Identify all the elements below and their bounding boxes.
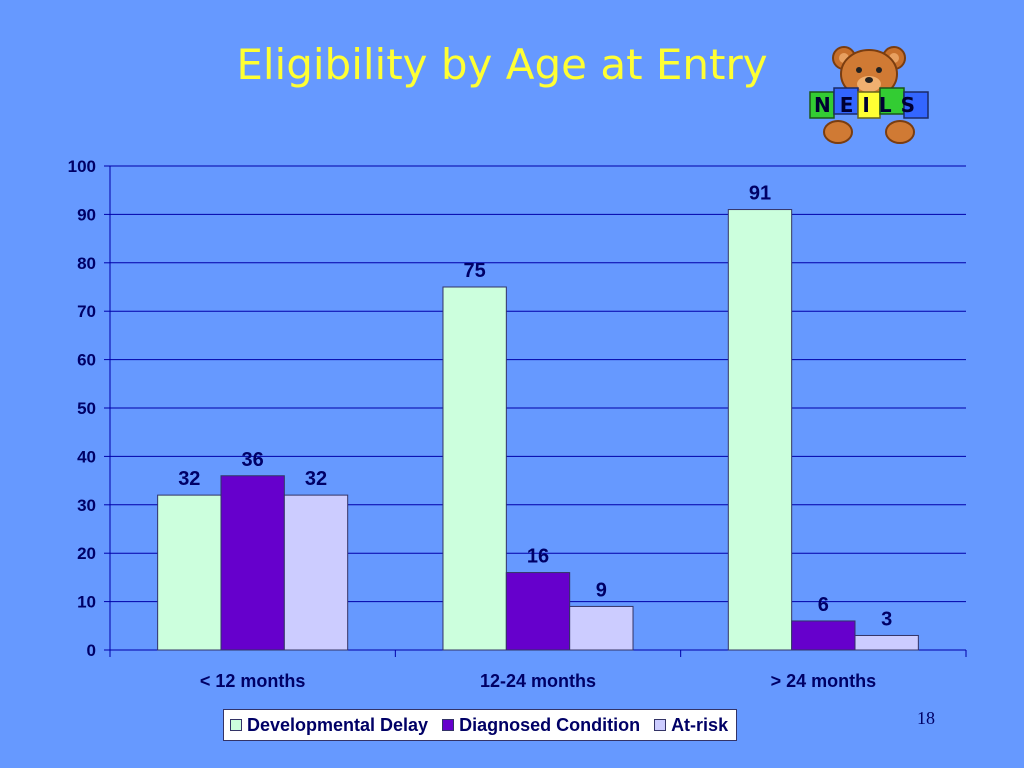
data-label: 32 xyxy=(178,468,200,490)
legend-label: At-risk xyxy=(671,714,729,735)
data-label: 36 xyxy=(242,449,264,471)
chart-legend: Developmental Delay Diagnosed Condition At… xyxy=(223,709,738,741)
legend-label: Diagnosed Condition xyxy=(459,714,641,735)
y-tick-label: 70 xyxy=(77,302,96,321)
page-number: 18 xyxy=(917,708,935,728)
bar-at-risk xyxy=(283,494,349,651)
data-labels: 32 36 32 75 16 9 91 6 3 xyxy=(178,183,892,631)
x-tick-label: > 24 months xyxy=(771,671,877,691)
legend-item: Developmental Delay xyxy=(230,715,428,736)
data-label: 75 xyxy=(464,260,486,282)
y-tick-label: 10 xyxy=(77,593,96,612)
teddy-bear-icon xyxy=(823,46,915,144)
bars xyxy=(157,209,919,651)
data-label: 6 xyxy=(818,594,829,616)
x-tick-label: 12-24 months xyxy=(480,671,596,691)
data-label: 3 xyxy=(881,608,892,630)
letter-blocks: NEILS xyxy=(809,87,929,119)
y-tick-label: 40 xyxy=(77,447,96,466)
bar-developmental-delay xyxy=(727,209,793,651)
data-label: 9 xyxy=(596,579,607,601)
y-tick-label: 60 xyxy=(77,351,96,370)
bar-diagnosed-condition xyxy=(791,620,856,651)
y-tick-label: 20 xyxy=(77,544,96,563)
legend-label: Developmental Delay xyxy=(247,714,429,735)
y-tick-label: 0 xyxy=(87,641,96,660)
y-tick-label: 100 xyxy=(68,157,96,176)
bar-developmental-delay xyxy=(442,286,507,651)
bar-diagnosed-condition xyxy=(220,475,285,651)
bar-at-risk xyxy=(569,605,634,651)
data-label: 32 xyxy=(305,468,327,490)
bar-diagnosed-condition xyxy=(505,572,571,651)
y-tick-label: 30 xyxy=(77,496,96,515)
logo-text: NEILS xyxy=(814,93,924,117)
data-label: 91 xyxy=(749,183,771,205)
y-tick-label: 90 xyxy=(77,205,96,224)
legend-swatch xyxy=(442,719,455,731)
bar-developmental-delay xyxy=(157,494,222,651)
y-tick-label: 50 xyxy=(77,399,96,418)
legend-swatch xyxy=(654,719,667,731)
y-tick-label: 80 xyxy=(77,254,96,273)
legend-item: At-risk xyxy=(654,715,728,736)
x-tick-label: < 12 months xyxy=(200,671,306,691)
legend-item: Diagnosed Condition xyxy=(442,715,640,736)
slide-title: Eligibility by Age at Entry xyxy=(236,40,768,89)
data-label: 16 xyxy=(527,546,549,568)
neils-logo: NEILS xyxy=(809,46,929,144)
bar-at-risk xyxy=(854,634,919,651)
legend-swatch xyxy=(230,719,242,731)
